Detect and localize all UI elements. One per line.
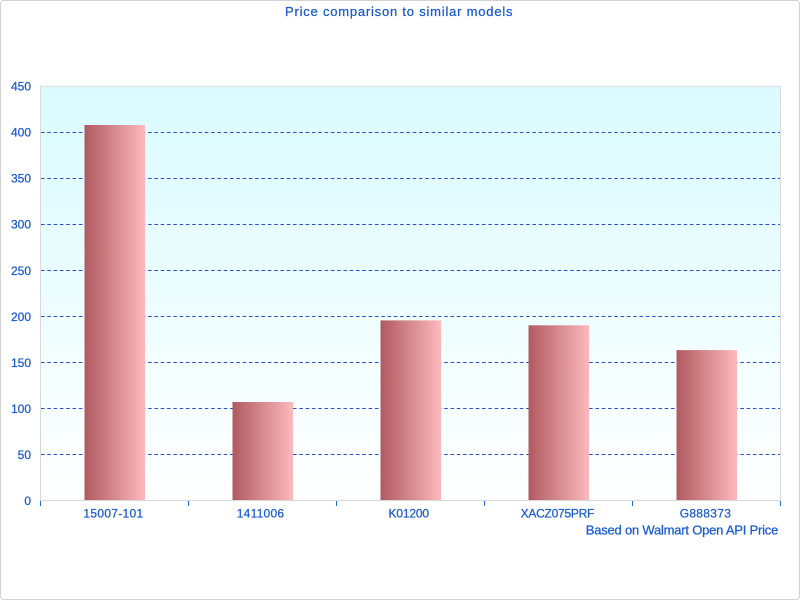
svg-text:Based on Walmart Open API Pric: Based on Walmart Open API Price [586, 522, 779, 537]
svg-text:50: 50 [18, 448, 32, 462]
svg-text:350: 350 [11, 172, 31, 186]
svg-text:K01200: K01200 [389, 507, 430, 521]
svg-text:G888373: G888373 [680, 507, 732, 521]
svg-text:400: 400 [11, 126, 31, 140]
svg-text:150: 150 [11, 356, 31, 370]
svg-text:300: 300 [11, 218, 31, 232]
svg-text:XACZ075PRF: XACZ075PRF [521, 507, 595, 521]
svg-text:250: 250 [11, 264, 31, 278]
svg-text:0: 0 [24, 494, 31, 508]
svg-text:1411006: 1411006 [237, 507, 285, 521]
svg-text:450: 450 [11, 80, 31, 94]
svg-text:Price comparison to similar mo: Price comparison to similar models [285, 4, 513, 19]
svg-text:200: 200 [11, 310, 31, 324]
svg-text:100: 100 [11, 402, 31, 416]
svg-text:15007-101: 15007-101 [83, 507, 143, 521]
